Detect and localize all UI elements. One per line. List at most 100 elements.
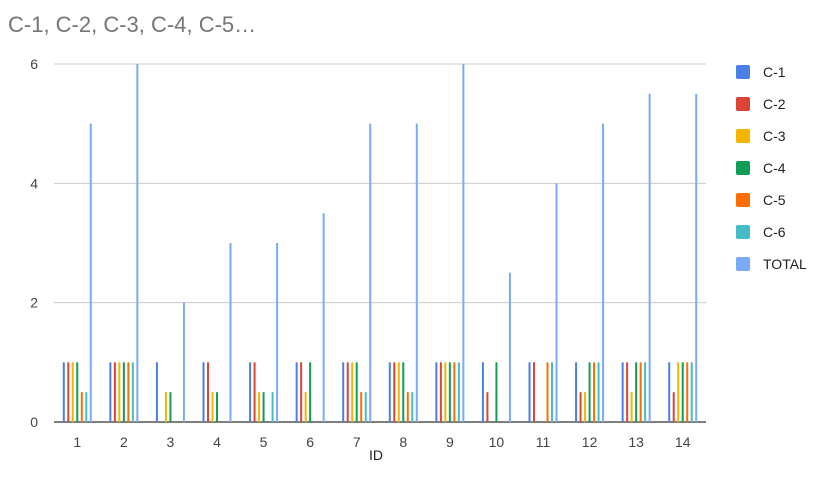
- bar-c-2-id-14: [672, 392, 675, 422]
- x-tick-label: 7: [353, 434, 361, 450]
- bar-total-id-2: [136, 64, 139, 422]
- legend-swatch: [736, 65, 750, 79]
- bar-c-6-id-13: [644, 362, 647, 422]
- bar-total-id-8: [415, 123, 418, 423]
- legend-item-c-3[interactable]: C-3: [736, 120, 807, 152]
- legend-item-c-1[interactable]: C-1: [736, 56, 807, 88]
- x-axis-label: ID: [369, 447, 383, 463]
- bar-c-6-id-9: [457, 362, 460, 422]
- bar-c-1-id-3: [155, 362, 158, 422]
- bar-c-1-id-6: [295, 362, 298, 422]
- legend-item-c-6[interactable]: C-6: [736, 216, 807, 248]
- bar-c-2-id-2: [113, 362, 116, 422]
- legend-label: TOTAL: [763, 256, 807, 272]
- bar-c-2-id-8: [393, 362, 396, 422]
- bar-c-2-id-7: [346, 362, 349, 422]
- x-tick-label: 13: [628, 434, 644, 450]
- bar-total-id-4: [229, 243, 232, 422]
- x-tick-label: 3: [167, 434, 175, 450]
- bar-c-6-id-14: [690, 362, 693, 422]
- bar-c-1-id-12: [575, 362, 578, 422]
- legend-label: C-5: [763, 192, 786, 208]
- bar-total-id-13: [648, 93, 651, 422]
- x-tick-label: 10: [489, 434, 505, 450]
- bar-total-id-9: [462, 64, 465, 422]
- bars: [62, 64, 698, 423]
- bar-c-1-id-4: [202, 362, 205, 422]
- bar-total-id-11: [555, 183, 558, 422]
- y-tick-label: 6: [30, 56, 38, 72]
- bar-c-1-id-14: [668, 362, 671, 422]
- bar-c-2-id-10: [486, 392, 489, 422]
- legend-swatch: [736, 129, 750, 143]
- bar-c-5-id-11: [546, 362, 549, 422]
- bar-c-5-id-7: [360, 392, 363, 422]
- y-tick-label: 4: [30, 175, 38, 191]
- bar-c-1-id-8: [388, 362, 391, 422]
- bar-total-id-14: [695, 93, 698, 422]
- bar-c-6-id-8: [411, 392, 414, 422]
- bar-c-6-id-12: [597, 362, 600, 422]
- legend-label: C-6: [763, 224, 786, 240]
- x-axis-ticks: 1 2 3 4 5 6 7 8 9 10 11 12 13 14: [73, 434, 690, 450]
- bar-total-id-10: [508, 272, 511, 422]
- legend-item-c-2[interactable]: C-2: [736, 88, 807, 120]
- x-tick-label: 9: [446, 434, 454, 450]
- x-tick-label: 2: [120, 434, 128, 450]
- bar-c-4-id-9: [448, 362, 451, 422]
- bar-c-4-id-13: [635, 362, 638, 422]
- bar-c-4-id-14: [681, 362, 684, 422]
- y-axis-ticks: 0 2 4 6: [30, 56, 38, 430]
- bar-c-2-id-1: [67, 362, 70, 422]
- bar-c-4-id-6: [309, 362, 312, 422]
- bar-c-2-id-13: [626, 362, 629, 422]
- bar-total-id-1: [89, 123, 92, 423]
- bar-c-6-id-11: [551, 362, 553, 422]
- bar-c-3-id-14: [677, 362, 680, 422]
- bar-c-6-id-1: [85, 392, 88, 422]
- bar-c-4-id-10: [495, 362, 498, 422]
- legend-swatch: [736, 193, 750, 207]
- bar-c-2-id-6: [300, 362, 303, 422]
- bar-c-4-id-12: [588, 362, 591, 422]
- bar-c-1-id-5: [249, 362, 252, 422]
- bar-c-2-id-5: [253, 362, 256, 422]
- bar-c-3-id-7: [351, 362, 354, 422]
- x-tick-label: 12: [582, 434, 598, 450]
- bar-c-3-id-9: [444, 362, 447, 422]
- bar-c-3-id-5: [258, 392, 261, 422]
- gridlines: [54, 63, 706, 423]
- x-tick-label: 5: [260, 434, 268, 450]
- bar-c-1-id-7: [342, 362, 345, 422]
- bar-c-4-id-7: [355, 362, 358, 422]
- bar-total-id-12: [602, 123, 605, 423]
- legend-item-c-4[interactable]: C-4: [736, 152, 807, 184]
- legend-item-c-5[interactable]: C-5: [736, 184, 807, 216]
- bar-c-4-id-2: [122, 362, 125, 422]
- y-tick-label: 2: [30, 295, 38, 311]
- x-tick-label: 1: [73, 434, 81, 450]
- bar-total-id-7: [369, 123, 372, 423]
- x-tick-label: 6: [306, 434, 314, 450]
- bar-total-id-5: [276, 243, 279, 422]
- bar-c-3-id-13: [630, 392, 633, 422]
- y-tick-label: 0: [30, 414, 38, 430]
- bar-c-3-id-2: [118, 362, 121, 422]
- legend: C-1 C-2 C-3 C-4 C-5 C-6 TOTAL: [736, 56, 807, 280]
- chart-title: C-1, C-2, C-3, C-4, C-5…: [8, 12, 257, 37]
- bar-c-3-id-3: [164, 392, 167, 422]
- bar-c-5-id-13: [639, 362, 642, 422]
- x-tick-label: 8: [399, 434, 407, 450]
- x-tick-label: 14: [675, 434, 691, 450]
- bar-c-3-id-1: [71, 362, 74, 422]
- legend-label: C-2: [763, 96, 786, 112]
- bar-c-1-id-10: [481, 362, 484, 422]
- bar-c-3-id-4: [211, 392, 214, 422]
- bar-c-5-id-2: [127, 362, 130, 422]
- bar-c-6-id-5: [271, 392, 274, 422]
- bar-c-1-id-2: [109, 362, 112, 422]
- bar-c-6-id-7: [364, 392, 367, 422]
- bar-c-1-id-11: [528, 362, 531, 422]
- bar-c-6-id-2: [131, 362, 134, 422]
- legend-item-total[interactable]: TOTAL: [736, 248, 807, 280]
